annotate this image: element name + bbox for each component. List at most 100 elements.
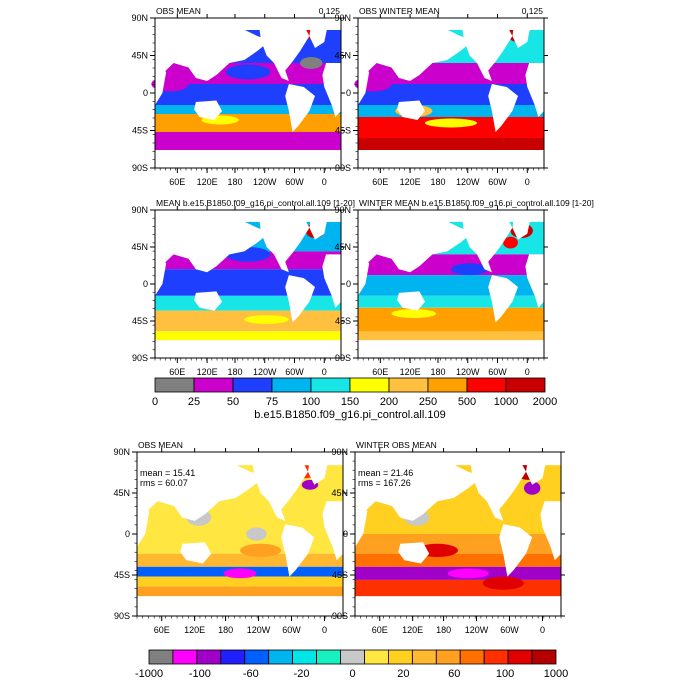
- lat-label: 45N: [334, 51, 351, 61]
- africa-land: [322, 63, 341, 117]
- greenland-land: [309, 24, 328, 48]
- colorbar-swatch: [232, 377, 273, 393]
- australia-land: [180, 542, 212, 564]
- lon-label: 60E: [372, 367, 388, 377]
- colorbar-swatch: [268, 649, 293, 665]
- colorbar-swatch: [310, 377, 351, 393]
- africa-east-land: [355, 501, 368, 548]
- north-america-land: [462, 25, 513, 81]
- colorbar-title: b.e15.B1850.f09_g16.pi_control.all.109: [254, 409, 446, 421]
- panel-title: OBS MEAN: [156, 6, 201, 16]
- lon-label: 120E: [402, 625, 423, 635]
- australia-land: [398, 542, 430, 564]
- colorbar-swatch: [364, 649, 389, 665]
- lat-label: 90S: [132, 353, 148, 363]
- greenland-land: [526, 458, 547, 485]
- lat-label: 45N: [131, 51, 148, 61]
- stats-box: mean = 21.46 rms = 167.26: [358, 468, 413, 488]
- colorbar-label: -100: [189, 668, 211, 680]
- lat-label: 45N: [334, 242, 351, 252]
- rms-value: rms = 167.26: [358, 478, 411, 488]
- eurasia-land: [358, 27, 474, 81]
- ocean-band: [137, 586, 343, 597]
- mean-value: mean = 15.41: [140, 468, 196, 478]
- africa-east-land: [358, 63, 370, 105]
- arctic-land: [358, 210, 544, 222]
- antarctica-land: [137, 596, 343, 616]
- ocean-feature: [524, 481, 541, 495]
- ocean-feature: [451, 263, 489, 276]
- lon-label: 180: [218, 625, 233, 635]
- panel-title: WINTER MEAN b.e15.B1850.f09_g16.pi_contr…: [359, 198, 594, 208]
- colorbar-swatch: [531, 649, 557, 665]
- australia-land: [397, 291, 425, 311]
- colorbar-swatch: [388, 377, 429, 393]
- lon-label: 60E: [169, 367, 185, 377]
- colorbar-swatch: [411, 649, 437, 665]
- colorbar-swatch: [220, 649, 246, 665]
- ocean-band: [355, 579, 561, 597]
- ocean-band: [137, 576, 343, 587]
- colorbar-swatch: [427, 377, 468, 393]
- lon-label: 60W: [285, 177, 304, 187]
- lon-label: 0: [322, 367, 327, 377]
- colorbar-swatch: [193, 377, 234, 393]
- colorbar-label: 0: [349, 668, 355, 680]
- map-plot: 60E 120E 180 120W 60W 0 90N 45N 0 45S 90S: [131, 13, 345, 187]
- lat-label: 90S: [132, 163, 148, 173]
- north-america-land: [462, 217, 513, 273]
- lat-label: 90N: [331, 447, 348, 457]
- colorbar-swatch: [466, 377, 507, 393]
- africa-land: [322, 501, 343, 561]
- ocean-band: [358, 138, 544, 150]
- colorbar-label: -20: [294, 668, 310, 680]
- antarctica-land: [155, 340, 341, 358]
- lon-label: 0: [322, 177, 327, 187]
- south-america-land: [488, 84, 518, 132]
- lon-label: 0: [525, 367, 530, 377]
- colorbar-label: 50: [227, 396, 239, 408]
- lat-label: 0: [125, 529, 130, 539]
- ocean-band: [358, 275, 544, 296]
- map-panel-p4: WINTER MEAN b.e15.B1850.f09_g16.pi_contr…: [334, 198, 593, 377]
- ocean-feature: [240, 543, 282, 557]
- africa-land: [525, 254, 544, 308]
- colorbar-swatch: [505, 377, 546, 393]
- lat-label: 45S: [335, 126, 351, 136]
- north-america-land: [259, 25, 310, 81]
- ocean-band: [358, 295, 544, 308]
- antarctica-land: [155, 150, 341, 168]
- lon-label: 60E: [372, 625, 388, 635]
- antarctica-land: [355, 596, 561, 616]
- lon-label: 120E: [184, 625, 205, 635]
- ocean-feature: [246, 527, 267, 541]
- lon-label: 120W: [247, 625, 271, 635]
- rms-value: rms = 60.07: [140, 478, 188, 488]
- greenland-land: [308, 458, 329, 485]
- lon-label: 120W: [253, 367, 277, 377]
- africa-land: [540, 501, 561, 561]
- lat-label: 90S: [335, 353, 351, 363]
- eurasia-land: [155, 218, 271, 273]
- colorbar-swatch: [196, 649, 222, 665]
- south-america-land: [488, 275, 518, 323]
- north-america-land: [259, 217, 310, 273]
- colorbar-label: 100: [496, 668, 514, 680]
- lon-label: 120W: [465, 625, 489, 635]
- lat-label: 0: [143, 279, 148, 289]
- ocean-band: [355, 553, 561, 567]
- australia-land: [194, 100, 222, 120]
- colorbar-top: 0 25 50 75 100 150 200 250 500 1000 2000 b.e15.B185…: [152, 377, 557, 421]
- colorbar-diff: -1000 -100 -60 -20 0 20 60 100 1000: [135, 649, 568, 680]
- australia-land: [397, 100, 425, 120]
- lon-label: 180: [430, 177, 445, 187]
- ocean-feature: [300, 57, 323, 69]
- panel-title: MEAN b.e15.B1850.f09_g16.pi_control.all.…: [156, 198, 355, 208]
- panel-right-label: 0.125: [318, 6, 340, 16]
- map-panel-p2: OBS WINTER MEAN 0.125 60E 120E 180 120W 60W 0 90…: [334, 6, 548, 187]
- lon-label: 120W: [456, 177, 480, 187]
- lat-label: 90S: [114, 611, 130, 621]
- colorbar-swatch: [459, 649, 485, 665]
- lon-label: 60W: [500, 625, 519, 635]
- map-panel-p6: WINTER OBS MEAN 60E 120E 180 120W 60W 0 90N 45N 0…: [331, 440, 565, 635]
